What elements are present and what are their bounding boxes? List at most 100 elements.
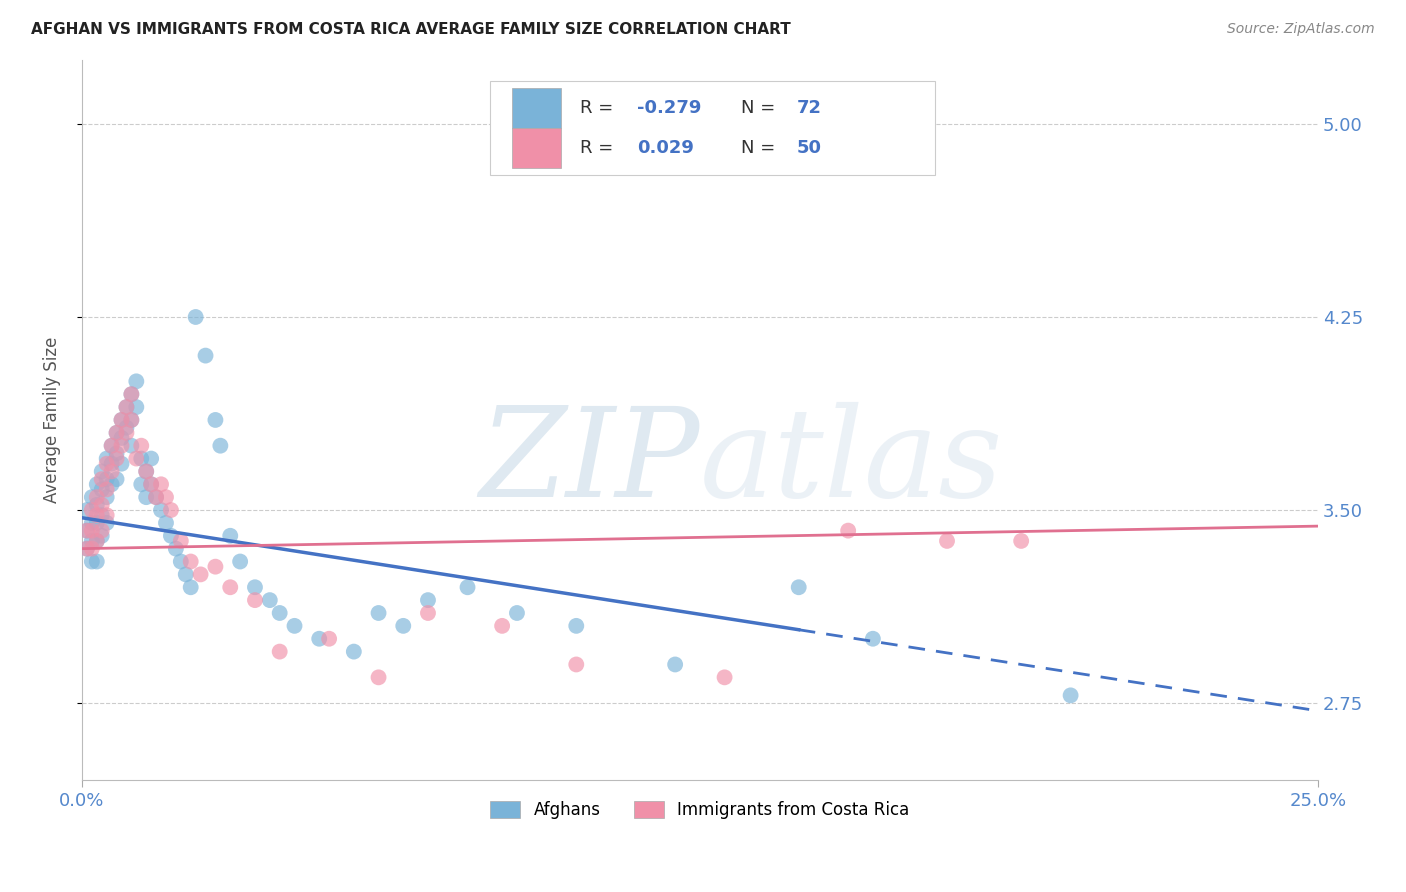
Point — [96, 508, 118, 523]
Point — [170, 533, 193, 548]
Point — [145, 490, 167, 504]
Text: -0.279: -0.279 — [637, 99, 702, 117]
Point — [204, 413, 226, 427]
Point — [86, 508, 108, 523]
Point — [76, 541, 98, 556]
Point — [135, 465, 157, 479]
Point — [90, 529, 112, 543]
Point — [269, 644, 291, 658]
Point — [80, 555, 103, 569]
Point — [837, 524, 859, 538]
Point — [110, 413, 132, 427]
Point — [190, 567, 212, 582]
Point — [174, 567, 197, 582]
Text: N =: N = — [741, 139, 780, 157]
Point — [86, 555, 108, 569]
Point — [664, 657, 686, 672]
Point — [105, 446, 128, 460]
Point — [86, 490, 108, 504]
Point — [180, 555, 202, 569]
Point — [165, 541, 187, 556]
Point — [219, 529, 242, 543]
Point — [115, 400, 138, 414]
Point — [283, 619, 305, 633]
Text: R =: R = — [581, 99, 619, 117]
Point — [125, 451, 148, 466]
Point — [96, 490, 118, 504]
Point — [1059, 689, 1081, 703]
Point — [80, 533, 103, 548]
Point — [90, 498, 112, 512]
Point — [76, 524, 98, 538]
Point — [110, 431, 132, 445]
Point — [135, 465, 157, 479]
Point — [86, 498, 108, 512]
Point — [105, 472, 128, 486]
Point — [90, 465, 112, 479]
Point — [787, 580, 810, 594]
Point — [259, 593, 281, 607]
Point — [96, 457, 118, 471]
Point — [565, 657, 588, 672]
Point — [100, 439, 122, 453]
Point — [120, 413, 142, 427]
Legend: Afghans, Immigrants from Costa Rica: Afghans, Immigrants from Costa Rica — [484, 795, 917, 826]
Point — [129, 439, 152, 453]
Point — [96, 483, 118, 497]
Point — [416, 593, 439, 607]
Point — [100, 477, 122, 491]
Point — [129, 451, 152, 466]
Point — [120, 387, 142, 401]
Point — [100, 465, 122, 479]
Text: 72: 72 — [796, 99, 821, 117]
Text: R =: R = — [581, 139, 619, 157]
Point — [120, 413, 142, 427]
Point — [76, 524, 98, 538]
Point — [100, 439, 122, 453]
Point — [125, 400, 148, 414]
Point — [141, 451, 163, 466]
Point — [565, 619, 588, 633]
Text: AFGHAN VS IMMIGRANTS FROM COSTA RICA AVERAGE FAMILY SIZE CORRELATION CHART: AFGHAN VS IMMIGRANTS FROM COSTA RICA AVE… — [31, 22, 790, 37]
Point — [110, 457, 132, 471]
Point — [936, 533, 959, 548]
Point — [105, 451, 128, 466]
Point — [86, 533, 108, 548]
Point — [76, 503, 98, 517]
Point — [145, 490, 167, 504]
Point — [318, 632, 340, 646]
Point — [96, 472, 118, 486]
Point — [150, 477, 173, 491]
Point — [392, 619, 415, 633]
Point — [713, 670, 735, 684]
FancyBboxPatch shape — [489, 81, 935, 175]
Point — [110, 413, 132, 427]
Text: 50: 50 — [796, 139, 821, 157]
Point — [367, 670, 389, 684]
Point — [491, 619, 513, 633]
Point — [209, 439, 232, 453]
Point — [141, 477, 163, 491]
Point — [170, 555, 193, 569]
Point — [115, 420, 138, 434]
Point — [110, 439, 132, 453]
Point — [80, 541, 103, 556]
FancyBboxPatch shape — [512, 128, 561, 168]
Point — [135, 490, 157, 504]
Point — [269, 606, 291, 620]
Point — [80, 516, 103, 530]
Point — [229, 555, 252, 569]
Point — [343, 644, 366, 658]
FancyBboxPatch shape — [512, 88, 561, 128]
Point — [90, 472, 112, 486]
Point — [308, 632, 330, 646]
Point — [100, 457, 122, 471]
Point — [243, 580, 266, 594]
Point — [155, 490, 177, 504]
Point — [120, 439, 142, 453]
Text: 0.029: 0.029 — [637, 139, 693, 157]
Point — [243, 593, 266, 607]
Point — [160, 503, 183, 517]
Point — [457, 580, 479, 594]
Point — [125, 375, 148, 389]
